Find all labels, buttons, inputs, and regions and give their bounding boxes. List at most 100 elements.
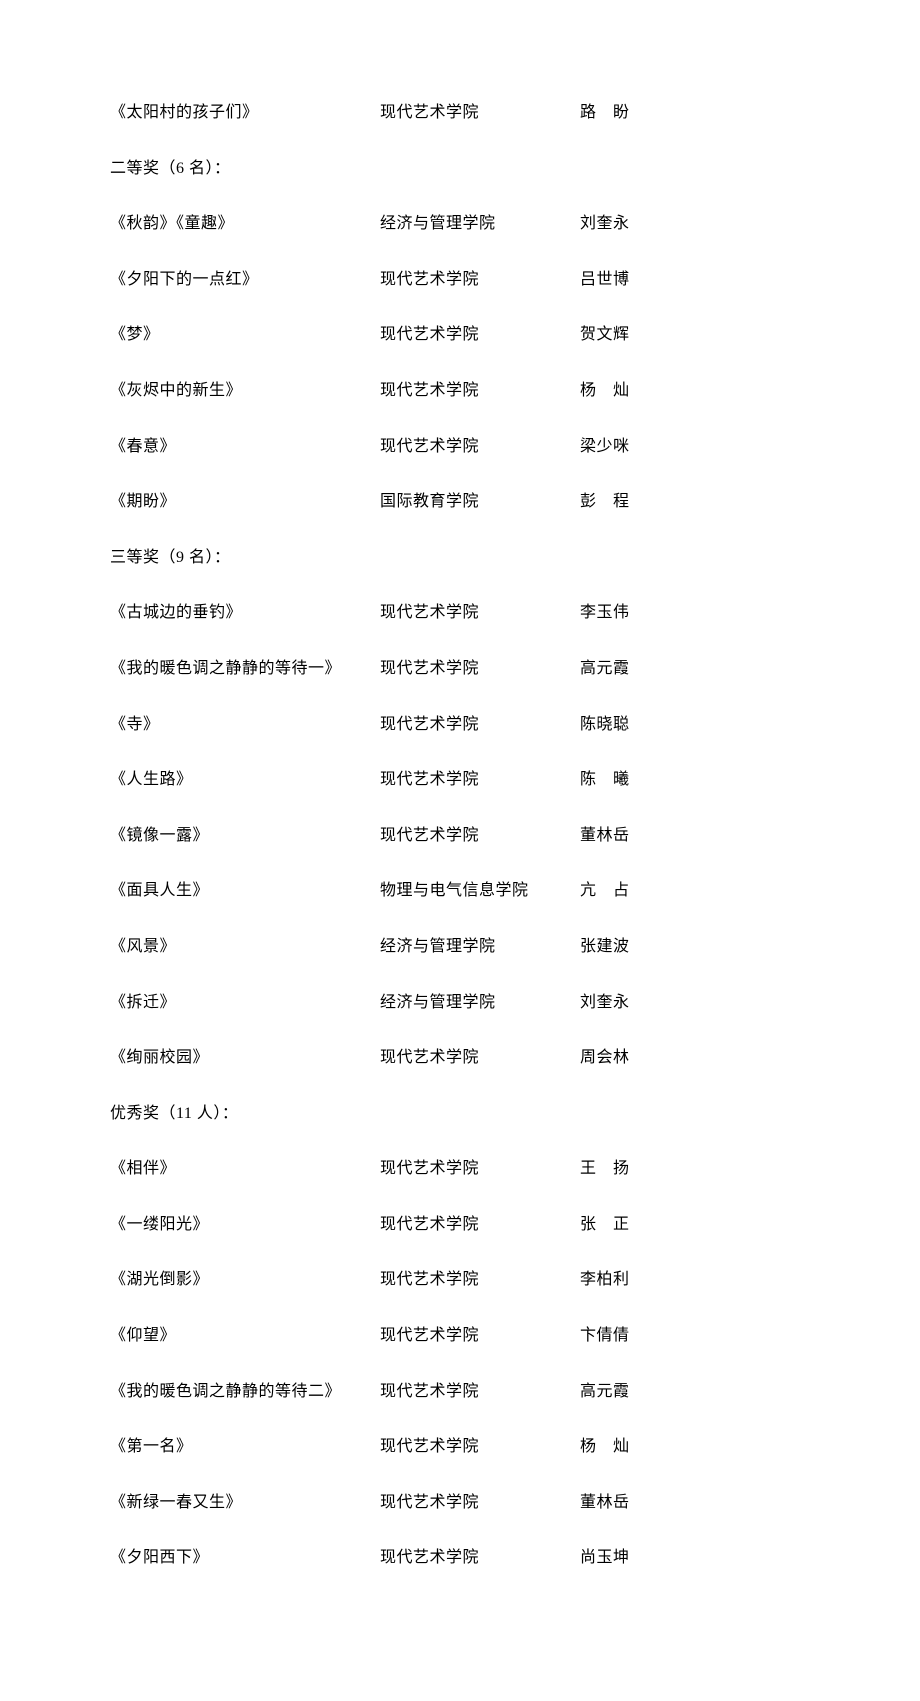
entry-department: 现代艺术学院 <box>380 1156 580 1182</box>
entry-department: 现代艺术学院 <box>380 434 580 460</box>
entry-department: 国际教育学院 <box>380 489 580 515</box>
entry-title: 《我的暖色调之静静的等待一》 <box>110 656 380 682</box>
entry-person-name: 陈晓聪 <box>580 712 630 738</box>
entry-department: 现代艺术学院 <box>380 712 580 738</box>
entry-title: 《风景》 <box>110 934 380 960</box>
entry-department: 现代艺术学院 <box>380 767 580 793</box>
award-entry-row: 《我的暖色调之静静的等待二》 现代艺术学院 高元霞 <box>110 1379 810 1405</box>
entry-person-name: 董林岳 <box>580 823 630 849</box>
entry-person-name: 卞倩倩 <box>580 1323 630 1349</box>
entry-title: 《春意》 <box>110 434 380 460</box>
award-entry-row: 《拆迁》 经济与管理学院 刘奎永 <box>110 990 810 1016</box>
award-entry-row: 《古城边的垂钓》 现代艺术学院 李玉伟 <box>110 600 810 626</box>
entry-department: 经济与管理学院 <box>380 934 580 960</box>
entry-department: 现代艺术学院 <box>380 600 580 626</box>
entry-department: 现代艺术学院 <box>380 823 580 849</box>
entry-person-name: 陈 曦 <box>580 767 630 793</box>
entry-person-name: 刘奎永 <box>580 211 630 237</box>
entry-title: 《太阳村的孩子们》 <box>110 100 380 126</box>
award-entry-row: 《新绿一春又生》 现代艺术学院 董林岳 <box>110 1490 810 1516</box>
entry-title: 《秋韵》《童趣》 <box>110 211 380 237</box>
entry-person-name: 周会林 <box>580 1045 630 1071</box>
entry-person-name: 杨 灿 <box>580 378 630 404</box>
entry-person-name: 尚玉坤 <box>580 1545 630 1571</box>
entry-department: 现代艺术学院 <box>380 378 580 404</box>
entry-person-name: 路 盼 <box>580 100 630 126</box>
entry-person-name: 王 扬 <box>580 1156 630 1182</box>
entry-title: 《古城边的垂钓》 <box>110 600 380 626</box>
entry-title: 《绚丽校园》 <box>110 1045 380 1071</box>
award-entry-row: 《人生路》 现代艺术学院 陈 曦 <box>110 767 810 793</box>
award-entry-row: 《相伴》 现代艺术学院 王 扬 <box>110 1156 810 1182</box>
entry-title: 《新绿一春又生》 <box>110 1490 380 1516</box>
entry-title: 《一缕阳光》 <box>110 1212 380 1238</box>
entry-department: 现代艺术学院 <box>380 1379 580 1405</box>
third-prize-header: 三等奖（9 名）： <box>110 545 810 571</box>
entry-title: 《仰望》 <box>110 1323 380 1349</box>
entry-department: 经济与管理学院 <box>380 211 580 237</box>
award-entry-row: 《我的暖色调之静静的等待一》 现代艺术学院 高元霞 <box>110 656 810 682</box>
entry-person-name: 彭 程 <box>580 489 630 515</box>
entry-department: 物理与电气信息学院 <box>380 878 580 904</box>
entry-person-name: 亢 占 <box>580 878 630 904</box>
award-entry-row: 《太阳村的孩子们》 现代艺术学院 路 盼 <box>110 100 810 126</box>
entry-department: 现代艺术学院 <box>380 1545 580 1571</box>
entry-title: 《我的暖色调之静静的等待二》 <box>110 1379 380 1405</box>
entry-person-name: 董林岳 <box>580 1490 630 1516</box>
entry-person-name: 张 正 <box>580 1212 630 1238</box>
entry-department: 现代艺术学院 <box>380 267 580 293</box>
award-entry-row: 《灰烬中的新生》 现代艺术学院 杨 灿 <box>110 378 810 404</box>
entry-title: 《面具人生》 <box>110 878 380 904</box>
award-entry-row: 《仰望》 现代艺术学院 卞倩倩 <box>110 1323 810 1349</box>
entry-department: 现代艺术学院 <box>380 1267 580 1293</box>
entry-title: 《人生路》 <box>110 767 380 793</box>
entry-department: 现代艺术学院 <box>380 1490 580 1516</box>
entry-person-name: 贺文辉 <box>580 322 630 348</box>
award-entry-row: 《秋韵》《童趣》 经济与管理学院 刘奎永 <box>110 211 810 237</box>
entry-person-name: 高元霞 <box>580 656 630 682</box>
entry-person-name: 吕世博 <box>580 267 630 293</box>
entry-department: 现代艺术学院 <box>380 100 580 126</box>
entry-person-name: 张建波 <box>580 934 630 960</box>
entry-title: 《寺》 <box>110 712 380 738</box>
entry-title: 《夕阳下的一点红》 <box>110 267 380 293</box>
excellent-prize-header: 优秀奖（11 人）： <box>110 1101 810 1127</box>
entry-department: 现代艺术学院 <box>380 656 580 682</box>
entry-title: 《期盼》 <box>110 489 380 515</box>
second-prize-header: 二等奖（6 名）： <box>110 156 810 182</box>
award-entry-row: 《湖光倒影》 现代艺术学院 李柏利 <box>110 1267 810 1293</box>
award-entry-row: 《春意》 现代艺术学院 梁少咪 <box>110 434 810 460</box>
award-entry-row: 《梦》 现代艺术学院 贺文辉 <box>110 322 810 348</box>
entry-title: 《拆迁》 <box>110 990 380 1016</box>
award-entry-row: 《第一名》 现代艺术学院 杨 灿 <box>110 1434 810 1460</box>
entry-department: 现代艺术学院 <box>380 1212 580 1238</box>
entry-title: 《湖光倒影》 <box>110 1267 380 1293</box>
entry-person-name: 杨 灿 <box>580 1434 630 1460</box>
entry-department: 现代艺术学院 <box>380 1434 580 1460</box>
entry-person-name: 李柏利 <box>580 1267 630 1293</box>
entry-department: 经济与管理学院 <box>380 990 580 1016</box>
entry-title: 《相伴》 <box>110 1156 380 1182</box>
award-entry-row: 《镜像一露》 现代艺术学院 董林岳 <box>110 823 810 849</box>
document-page: 《太阳村的孩子们》 现代艺术学院 路 盼 二等奖（6 名）： 《秋韵》《童趣》 … <box>0 0 920 1701</box>
entry-title: 《第一名》 <box>110 1434 380 1460</box>
entry-person-name: 高元霞 <box>580 1379 630 1405</box>
entry-department: 现代艺术学院 <box>380 1045 580 1071</box>
award-entry-row: 《寺》 现代艺术学院 陈晓聪 <box>110 712 810 738</box>
entry-title: 《梦》 <box>110 322 380 348</box>
entry-title: 《夕阳西下》 <box>110 1545 380 1571</box>
entry-title: 《灰烬中的新生》 <box>110 378 380 404</box>
entry-person-name: 刘奎永 <box>580 990 630 1016</box>
award-entry-row: 《夕阳西下》 现代艺术学院 尚玉坤 <box>110 1545 810 1571</box>
award-entry-row: 《绚丽校园》 现代艺术学院 周会林 <box>110 1045 810 1071</box>
award-entry-row: 《一缕阳光》 现代艺术学院 张 正 <box>110 1212 810 1238</box>
entry-title: 《镜像一露》 <box>110 823 380 849</box>
award-entry-row: 《风景》 经济与管理学院 张建波 <box>110 934 810 960</box>
entry-person-name: 梁少咪 <box>580 434 630 460</box>
entry-department: 现代艺术学院 <box>380 322 580 348</box>
entry-person-name: 李玉伟 <box>580 600 630 626</box>
entry-department: 现代艺术学院 <box>380 1323 580 1349</box>
award-entry-row: 《面具人生》 物理与电气信息学院 亢 占 <box>110 878 810 904</box>
award-entry-row: 《期盼》 国际教育学院 彭 程 <box>110 489 810 515</box>
award-entry-row: 《夕阳下的一点红》 现代艺术学院 吕世博 <box>110 267 810 293</box>
